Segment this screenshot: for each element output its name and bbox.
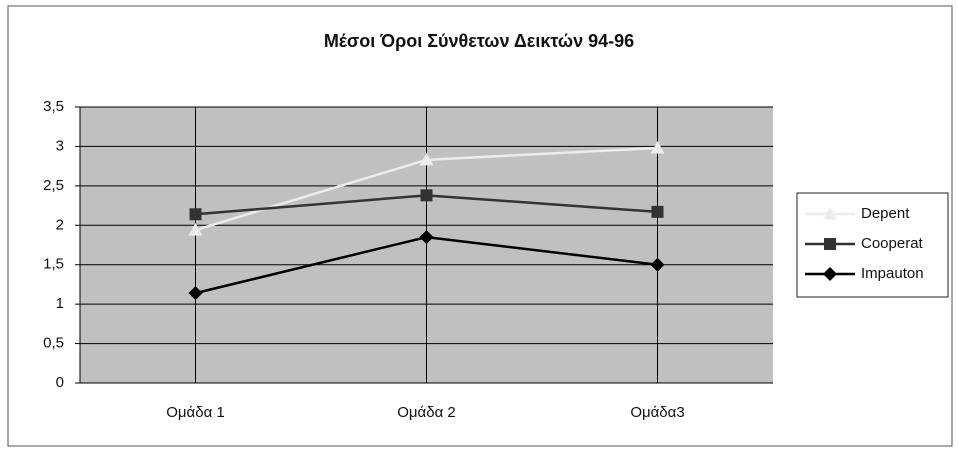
y-tick-label: 1 [56, 295, 64, 312]
y-tick-label: 0,5 [43, 335, 64, 352]
marker [188, 286, 203, 301]
x-tick-label: Ομάδα3 [630, 404, 684, 421]
marker [823, 207, 837, 220]
marker [419, 152, 434, 166]
marker [419, 230, 434, 245]
chart-title: Μέσοι Όροι Σύνθετων Δεικτών 94-96 [324, 31, 634, 51]
marker [651, 205, 664, 218]
y-tick-label: 2,5 [43, 177, 64, 194]
marker [420, 189, 433, 202]
legend-label: Cooperat [861, 235, 924, 252]
x-tick-label: Ομάδα 2 [397, 404, 456, 421]
y-tick-label: 1,5 [43, 256, 64, 273]
marker [824, 238, 836, 250]
legend-label: Impauton [861, 265, 924, 282]
marker [650, 257, 665, 272]
y-tick-label: 0 [56, 374, 64, 391]
marker [189, 208, 202, 221]
marker [823, 267, 837, 281]
marker [188, 223, 203, 236]
marker [650, 141, 665, 154]
x-tick-label: Ομάδα 1 [166, 404, 225, 421]
y-tick-label: 3,5 [43, 98, 64, 115]
y-tick-label: 2 [56, 216, 64, 233]
y-tick-label: 3 [56, 137, 64, 154]
legend-label: Depent [861, 205, 910, 222]
